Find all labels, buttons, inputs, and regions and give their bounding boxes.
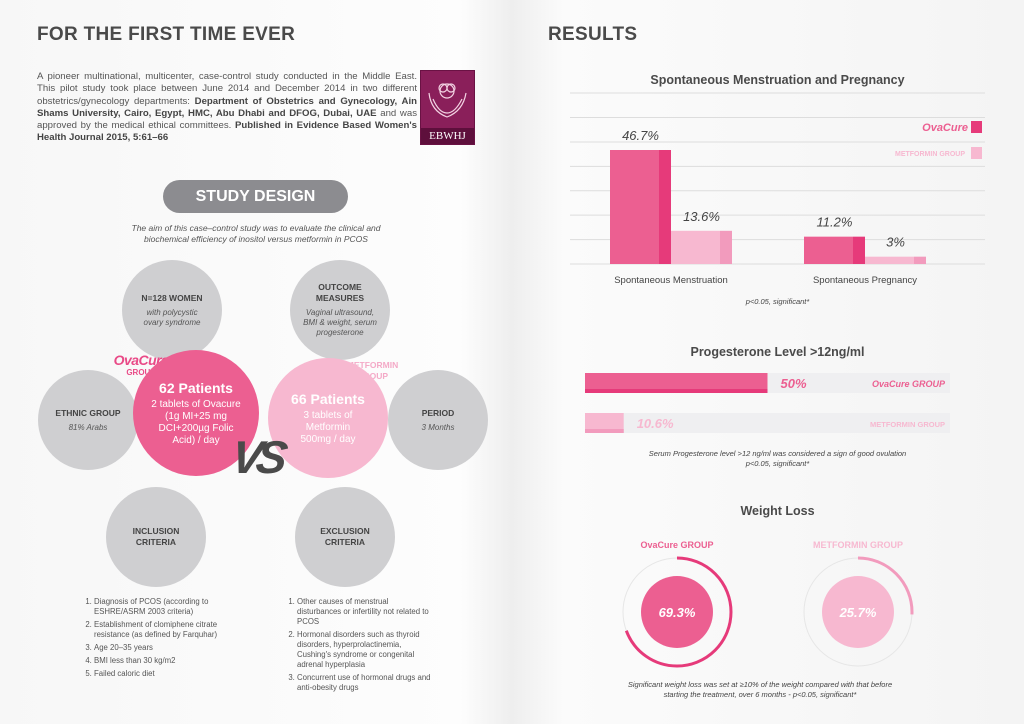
menstruation-chart-title: Spontaneous Menstruation and Pregnancy (650, 73, 905, 87)
progesterone-note: Serum Progesterone level >12 ng/ml was c… (570, 449, 985, 469)
list-item: BMI less than 30 kg/m2 (94, 656, 230, 666)
ovacure-patients-title: 62 Patients (159, 379, 233, 396)
data-label: 3% (886, 235, 905, 250)
category-label: Spontaneous Pregnancy (813, 275, 917, 286)
bar-fill (585, 373, 768, 393)
intro-text: A pioneer multinational, multicenter, ca… (37, 71, 417, 107)
bar-fill-shade (585, 389, 768, 393)
study-aim: The aim of this case–control study was t… (131, 223, 381, 244)
metformin-dosage: 3 tablets of Metformin 500mg / day (300, 409, 356, 445)
vs-label: VS (228, 431, 286, 483)
inclusion-circle: INCLUSION CRITERIA (106, 487, 206, 587)
n-women-sub: with polycystic ovary syndrome (143, 307, 201, 327)
ring-value: 25.7% (839, 605, 877, 620)
data-label: 13.6% (683, 209, 720, 224)
bar (671, 230, 720, 264)
outcome-sub: Vaginal ultrasound, BMI & weight, serum … (303, 308, 377, 337)
ethnic-circle: ETHNIC GROUP 81% Arabs (38, 370, 138, 470)
bar-shade (720, 230, 732, 264)
ovacure-group-text: GROUP (126, 368, 156, 377)
list-item: Diagnosis of PCOS (according to ESHRE/AS… (94, 597, 230, 617)
bar-shade (914, 256, 926, 264)
ebwhj-logo: EBWHJ (420, 70, 475, 145)
intro-departments: Department of Obstetrics and Gynecology,… (37, 95, 417, 119)
group-label: OvaCure GROUP (640, 540, 713, 550)
exclusion-circle: EXCLUSION CRITERIA (295, 487, 395, 587)
bar-shade (659, 150, 671, 264)
legend-metformin: METFORMIN GROUP (895, 151, 965, 158)
hands-emblem-icon (428, 83, 467, 118)
bar-value-label: 10.6% (637, 416, 674, 431)
legend-ovacure: OvaCure (922, 122, 968, 134)
left-section-title: FOR THE FIRST TIME EVER (37, 24, 296, 45)
inclusion-list: Diagnosis of PCOS (according to ESHRE/AS… (80, 597, 230, 682)
ring-center (641, 576, 713, 648)
period-sub: 3 Months (421, 422, 455, 432)
bar-fill-shade (585, 429, 624, 433)
period-title: PERIOD (421, 407, 455, 418)
progesterone-bar-chart: 50% OvaCure GROUP 10.6% METFORMIN GROUP (585, 373, 950, 433)
menstruation-chart-note: p<0.05, significant* (745, 297, 810, 306)
intro-text-2: and was approved by the medical ethical … (37, 107, 417, 132)
bar-value-label: 50% (781, 376, 807, 391)
list-item: Concurrent use of hormonal drugs and ant… (297, 673, 433, 693)
ethnic-title: ETHNIC GROUP (55, 407, 121, 418)
progesterone-note-2: p<0.05, significant* (745, 459, 810, 468)
logo-text: EBWHJ (421, 128, 474, 144)
list-item: Age 20–35 years (94, 643, 230, 653)
weight-loss-note: Significant weight loss was set at ≥10% … (627, 680, 893, 699)
intro-publication: Published in Evidence Based Women's Heal… (37, 120, 417, 144)
data-label: 11.2% (817, 215, 853, 230)
exclusion-title: EXCLUSION CRITERIA (320, 526, 370, 547)
ring-value: 69.3% (659, 605, 696, 620)
bar-fill (585, 413, 624, 433)
weight-loss-title: Weight Loss (740, 504, 815, 518)
bar-group-label: METFORMIN GROUP (870, 420, 945, 429)
ring-progress (621, 556, 733, 668)
ovacure-dosage: 2 tablets of Ovacure (1g MI+25 mg DCI+20… (151, 398, 241, 446)
study-design-heading: STUDY DESIGN (163, 180, 348, 213)
bar-shade (853, 236, 865, 264)
exclusion-list: Other causes of menstrual disturbances o… (283, 597, 433, 696)
ring-progress (802, 556, 914, 668)
progesterone-chart-title: Progesterone Level >12ng/ml (690, 345, 865, 359)
menstruation-pregnancy-bar-chart: 46.7% 13.6% Spontaneous Menstruation 11.2% 3… (570, 92, 985, 286)
metformin-patients-circle: 66 Patients 3 tablets of Metformin 500mg … (268, 358, 388, 478)
bar (804, 236, 853, 264)
bar-track (585, 413, 950, 433)
category-label: Spontaneous Menstruation (614, 275, 728, 286)
ethnic-sub: 81% Arabs (68, 422, 108, 432)
outcome-circle: OUTCOME MEASURES Vaginal ultrasound, BMI … (290, 260, 390, 360)
intro-paragraph: A pioneer multinational, multicenter, ca… (37, 71, 417, 145)
bar (865, 256, 914, 264)
results-title: RESULTS (548, 24, 638, 45)
outcome-title: OUTCOME MEASURES (315, 282, 365, 303)
list-item: Failed caloric diet (94, 669, 230, 679)
metformin-group-label: METFORMIN GROUP (346, 360, 399, 381)
ring-center (822, 576, 894, 648)
n-women-title: N=128 WOMEN (141, 292, 203, 303)
bar-group-label: OvaCure GROUP (872, 379, 946, 389)
list-item: Hormonal disorders such as thyroid disor… (297, 630, 433, 670)
list-item: Establishment of clomiphene citrate resi… (94, 620, 230, 640)
legend-swatch-ovacure (971, 121, 982, 133)
progesterone-note-1: Serum Progesterone level >12 ng/ml was c… (648, 449, 907, 458)
n-women-circle: N=128 WOMEN with polycystic ovary syndrom… (122, 260, 222, 360)
ovacure-patients-circle: 62 Patients 2 tablets of Ovacure (1g MI+2… (133, 350, 259, 476)
group-label: METFORMIN GROUP (813, 540, 903, 550)
weight-loss-chart: OvaCure GROUP 69.3% METFORMIN GROUP 25.7% (621, 540, 914, 668)
inclusion-title: INCLUSION CRITERIA (132, 526, 180, 547)
list-item: Other causes of menstrual disturbances o… (297, 597, 433, 627)
period-circle: PERIOD 3 Months (388, 370, 488, 470)
bar (610, 150, 659, 264)
data-label: 46.7% (622, 128, 659, 143)
metformin-patients-title: 66 Patients (291, 390, 365, 407)
legend-swatch-metformin (971, 147, 982, 159)
